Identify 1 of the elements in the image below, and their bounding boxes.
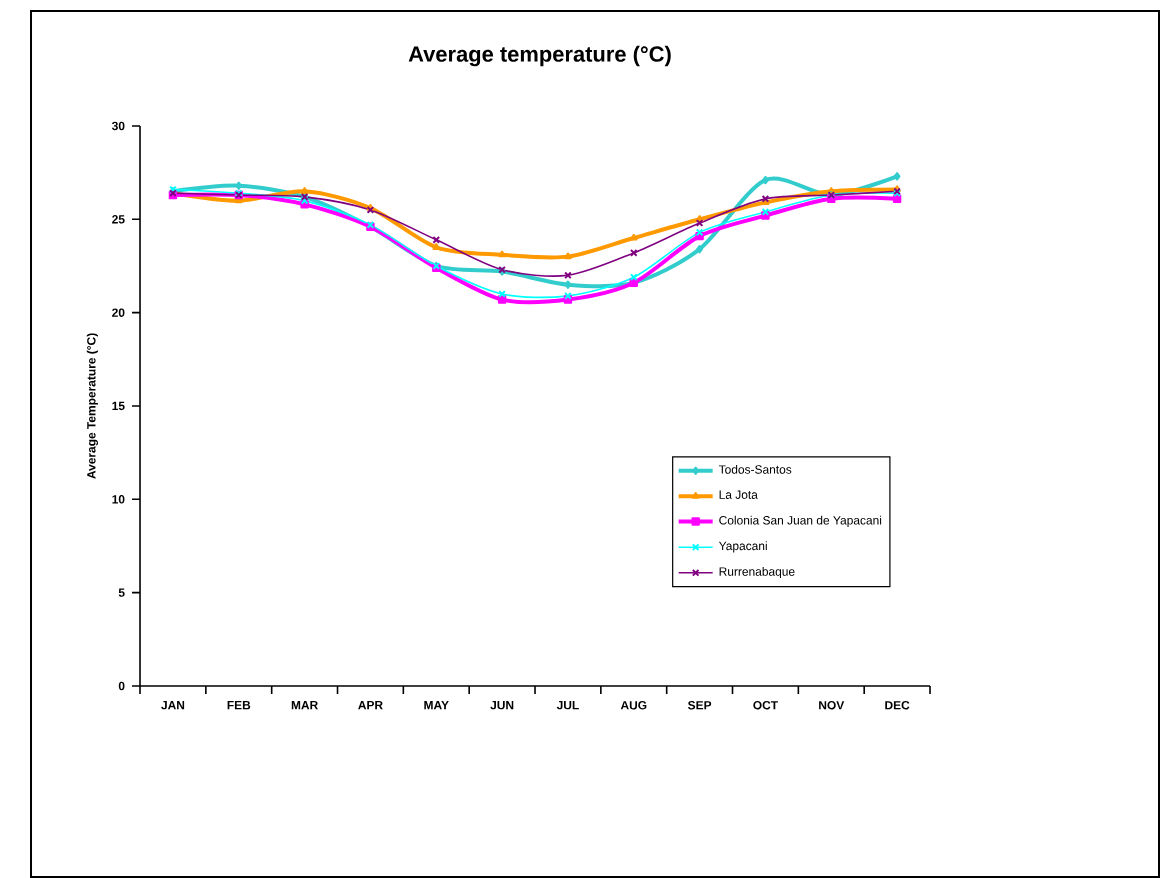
chart-title: Average temperature (°C) [408, 45, 671, 67]
